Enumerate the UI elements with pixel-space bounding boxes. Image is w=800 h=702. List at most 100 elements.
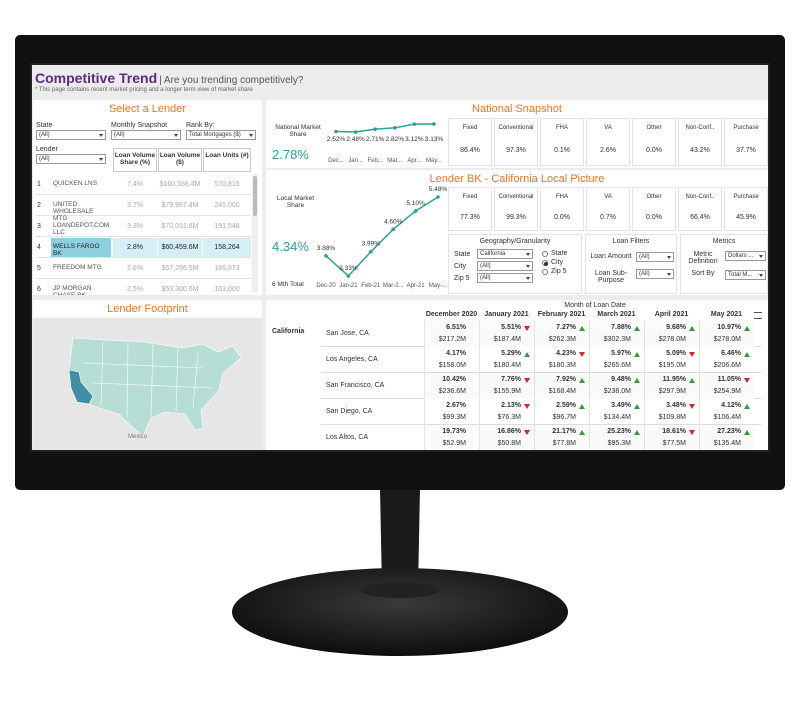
lender-name: FREEDOM MTG xyxy=(53,264,102,271)
volume: $297.9M xyxy=(658,388,686,395)
x-label: Jan-21 xyxy=(339,283,358,289)
trend-arrow xyxy=(524,326,530,331)
cell: 103,000 xyxy=(214,286,240,293)
share: 11.95% xyxy=(662,376,686,383)
cell: $57,266.5M xyxy=(161,265,199,272)
rank: 5 xyxy=(37,265,41,272)
cell: 245,000 xyxy=(214,202,240,209)
rank: 2 xyxy=(37,202,41,209)
dropdown[interactable]: California xyxy=(477,249,533,259)
cell-box xyxy=(424,373,479,399)
trend-arrow xyxy=(634,378,640,383)
dropdown[interactable]: Total Mortgages ($) xyxy=(186,130,256,140)
map: Mexico xyxy=(33,318,262,450)
header: Competitive Trend | Are you trending com… xyxy=(35,70,303,86)
share: 7.76% xyxy=(501,376,521,383)
cell-box xyxy=(589,373,644,399)
value-label: 2.52% xyxy=(327,136,346,143)
point xyxy=(413,209,418,213)
sort-icon[interactable] xyxy=(754,312,762,319)
card-label: VA xyxy=(604,125,612,131)
card: Fixed 86.4% xyxy=(448,118,492,166)
card-value: 97.3% xyxy=(506,147,526,154)
volume: $155.9M xyxy=(493,388,521,395)
card-label: VA xyxy=(604,194,612,200)
cell-box xyxy=(644,399,699,425)
dropdown[interactable]: Dollars ... xyxy=(725,251,766,261)
lender-name: WELLS FARGO BK xyxy=(51,238,111,257)
card-value: 0.0% xyxy=(554,214,570,221)
x-label: Feb... xyxy=(368,158,384,164)
dropdown[interactable]: (All) xyxy=(636,269,674,279)
share: 10.97% xyxy=(717,324,741,331)
filter-label: Lender xyxy=(36,146,58,153)
volume: $77.5M xyxy=(662,440,686,447)
card: VA 2.6% xyxy=(586,118,630,166)
share-label: National Market Share xyxy=(275,124,321,138)
card: FHA 0.0% xyxy=(540,187,584,231)
volume: $109.8M xyxy=(658,414,686,421)
metrics-box: Metrics Metric Definition Dollars ... Sort … xyxy=(680,234,768,294)
dropdown[interactable]: (All) xyxy=(36,154,106,164)
radio[interactable] xyxy=(542,269,548,275)
dropdown[interactable]: (All) xyxy=(111,130,181,140)
x-label: Apr-21 xyxy=(407,283,426,289)
cell-box xyxy=(479,399,534,425)
lender-name: LOANDEPOT.COM LLC xyxy=(53,222,110,236)
share: 4.12% xyxy=(721,402,741,409)
card-value: 0.0% xyxy=(646,214,662,221)
trend-arrow xyxy=(524,352,530,357)
trend-arrow xyxy=(689,378,695,383)
dropdown[interactable]: (All) xyxy=(36,130,106,140)
column-header: Loan Units (#) xyxy=(203,148,251,172)
volume: $50.8M xyxy=(497,440,521,447)
box-title: Loan Filters xyxy=(612,238,650,245)
row-line xyxy=(35,278,251,279)
volume: $168.4M xyxy=(548,388,576,395)
dropdown[interactable]: (All) xyxy=(477,273,533,283)
radio[interactable] xyxy=(542,260,548,266)
cell-box xyxy=(424,321,479,347)
month-header: January 2021 xyxy=(484,311,529,318)
dropdown[interactable]: (All) xyxy=(477,261,533,271)
filter-label: Rank By: xyxy=(186,122,215,129)
panel-title: Lender BK - California Local Picture xyxy=(429,173,605,185)
city: San Jose, CA xyxy=(326,330,369,337)
card-label: Other xyxy=(646,194,662,200)
field-label: Loan Sub-Purpose xyxy=(594,270,628,284)
dropdown[interactable]: Total M... xyxy=(725,270,766,280)
cell-box xyxy=(479,425,534,450)
x-label: Feb-21 xyxy=(361,283,381,289)
trend-arrow xyxy=(579,430,585,435)
volume: $236.6M xyxy=(438,388,466,395)
lender-name: JP MORGAN CHASE BK xyxy=(53,285,92,295)
national-panel: National Snapshot National Market Share 2.… xyxy=(266,100,768,168)
cell-box xyxy=(479,321,534,347)
share-value: 4.34% xyxy=(272,239,309,254)
filter-label: Monthly Snapshot xyxy=(111,122,168,129)
city: San Diego, CA xyxy=(326,408,373,415)
share: 4.23% xyxy=(556,350,576,357)
volume: $99.3M xyxy=(442,414,466,421)
field-label: Metric Definition xyxy=(688,251,718,265)
lender-name: QUICKEN LNS xyxy=(53,180,98,187)
share: 2.13% xyxy=(501,402,521,409)
panel-title: Lender Footprint xyxy=(107,303,188,315)
dropdown[interactable]: (All) xyxy=(636,252,674,262)
volume: $302.3M xyxy=(603,336,631,343)
radio[interactable] xyxy=(542,251,548,257)
trend-arrow xyxy=(524,378,530,383)
x-label: May-... xyxy=(429,283,448,289)
card: Non-Conf.. 66.4% xyxy=(678,187,722,231)
value-label: 2.48% xyxy=(346,136,365,143)
value-label: 2.71% xyxy=(366,136,385,143)
card-label: FHA xyxy=(556,194,568,200)
volume: $262.3M xyxy=(548,336,576,343)
filter-label: State xyxy=(36,122,53,129)
row-line xyxy=(35,257,251,258)
share: 6.46% xyxy=(721,350,741,357)
value-label: 3.99% xyxy=(362,241,381,248)
share: 4.17% xyxy=(446,350,466,357)
volume: $278.0M xyxy=(658,336,686,343)
rank: 3 xyxy=(37,223,41,230)
